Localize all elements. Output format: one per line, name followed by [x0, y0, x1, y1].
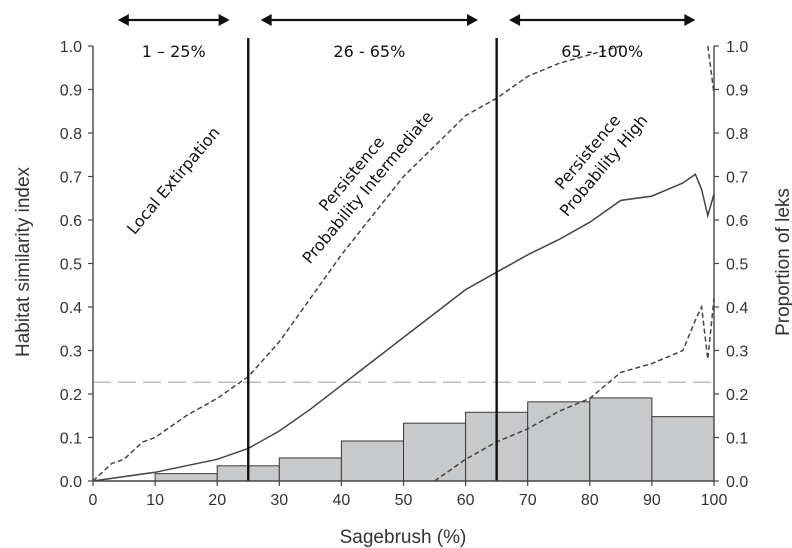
- x-tick-label: 0: [89, 492, 98, 509]
- left-tick-label: 0.9: [60, 83, 82, 100]
- histogram-bar: [651, 416, 715, 482]
- zone-annotations: Local Extirpation PersistenceProbability …: [123, 107, 652, 267]
- left-tick-label: 0.5: [60, 257, 82, 274]
- left-tick-label: 0.4: [60, 300, 82, 317]
- histogram-bar: [403, 422, 467, 482]
- x-tick-label: 10: [146, 492, 164, 509]
- right-tick-label: 0.0: [726, 474, 748, 491]
- zone-arrowhead-left: [509, 14, 521, 26]
- right-tick-label: 0.8: [726, 126, 748, 143]
- left-tick-label: 0.6: [60, 213, 82, 230]
- right-tick-label: 0.2: [726, 387, 748, 404]
- right-tick-label: 0.3: [726, 344, 748, 361]
- x-tick-label: 20: [208, 492, 226, 509]
- left-tick-label: 0.2: [60, 387, 82, 404]
- annotation-line: Local Extirpation: [123, 123, 224, 238]
- histogram-bar: [340, 440, 404, 482]
- x-tick-label: 90: [643, 492, 661, 509]
- left-tick-label: 0.3: [60, 344, 82, 361]
- zone-arrowhead-left: [260, 14, 272, 26]
- zone-arrowhead-right: [467, 14, 479, 26]
- zone-arrowhead-left: [117, 14, 129, 26]
- confidence-bound-line: [92, 45, 622, 482]
- series-lines: [92, 45, 715, 482]
- zone-arrowhead-right: [218, 14, 230, 26]
- histogram-bar: [278, 457, 342, 482]
- histogram-bar: [589, 397, 653, 482]
- histogram-bar: [527, 401, 591, 482]
- histogram-bar: [154, 473, 218, 482]
- left-tick-label: 0.0: [60, 474, 82, 491]
- zone-annotation: Local Extirpation: [123, 123, 224, 238]
- x-tick-label: 40: [333, 492, 351, 509]
- x-tick-label: 70: [519, 492, 537, 509]
- axes: [88, 45, 719, 486]
- confidence-bound-line: [707, 45, 715, 94]
- left-axis-title: Habitat similarity index: [13, 166, 34, 357]
- x-tick-label: 30: [270, 492, 288, 509]
- left-tick-label: 0.8: [60, 126, 82, 143]
- x-tick-label: 60: [457, 492, 475, 509]
- right-tick-label: 0.9: [726, 83, 748, 100]
- x-axis-title: Sagebrush (%): [340, 527, 467, 548]
- histogram-bars: [154, 397, 715, 482]
- x-tick-label: 80: [581, 492, 599, 509]
- threshold-lines: [247, 38, 498, 481]
- annotation-line: Probability Intermediate: [298, 107, 437, 267]
- left-tick-label: 1.0: [60, 39, 82, 56]
- right-tick-label: 0.6: [726, 213, 748, 230]
- right-tick-label: 0.1: [726, 431, 748, 448]
- zone-indicators: 1 – 25% 26 - 65% 65 - 100%: [117, 14, 696, 61]
- right-tick-label: 1.0: [726, 39, 748, 56]
- left-tick-label: 0.1: [60, 431, 82, 448]
- zone-arrowhead-right: [684, 14, 696, 26]
- right-tick-label: 0.7: [726, 170, 748, 187]
- right-tick-label: 0.5: [726, 257, 748, 274]
- zone-range-label: 1 – 25%: [142, 42, 206, 61]
- left-tick-label: 0.7: [60, 170, 82, 187]
- right-tick-label: 0.4: [726, 300, 748, 317]
- mean-line: [92, 173, 715, 482]
- right-axis-title: Proportion of leks: [773, 188, 792, 336]
- zone-range-label: 65 - 100%: [561, 42, 643, 61]
- x-tick-label: 50: [395, 492, 413, 509]
- x-tick-label: 100: [701, 492, 728, 509]
- zone-range-label: 26 - 65%: [333, 42, 405, 61]
